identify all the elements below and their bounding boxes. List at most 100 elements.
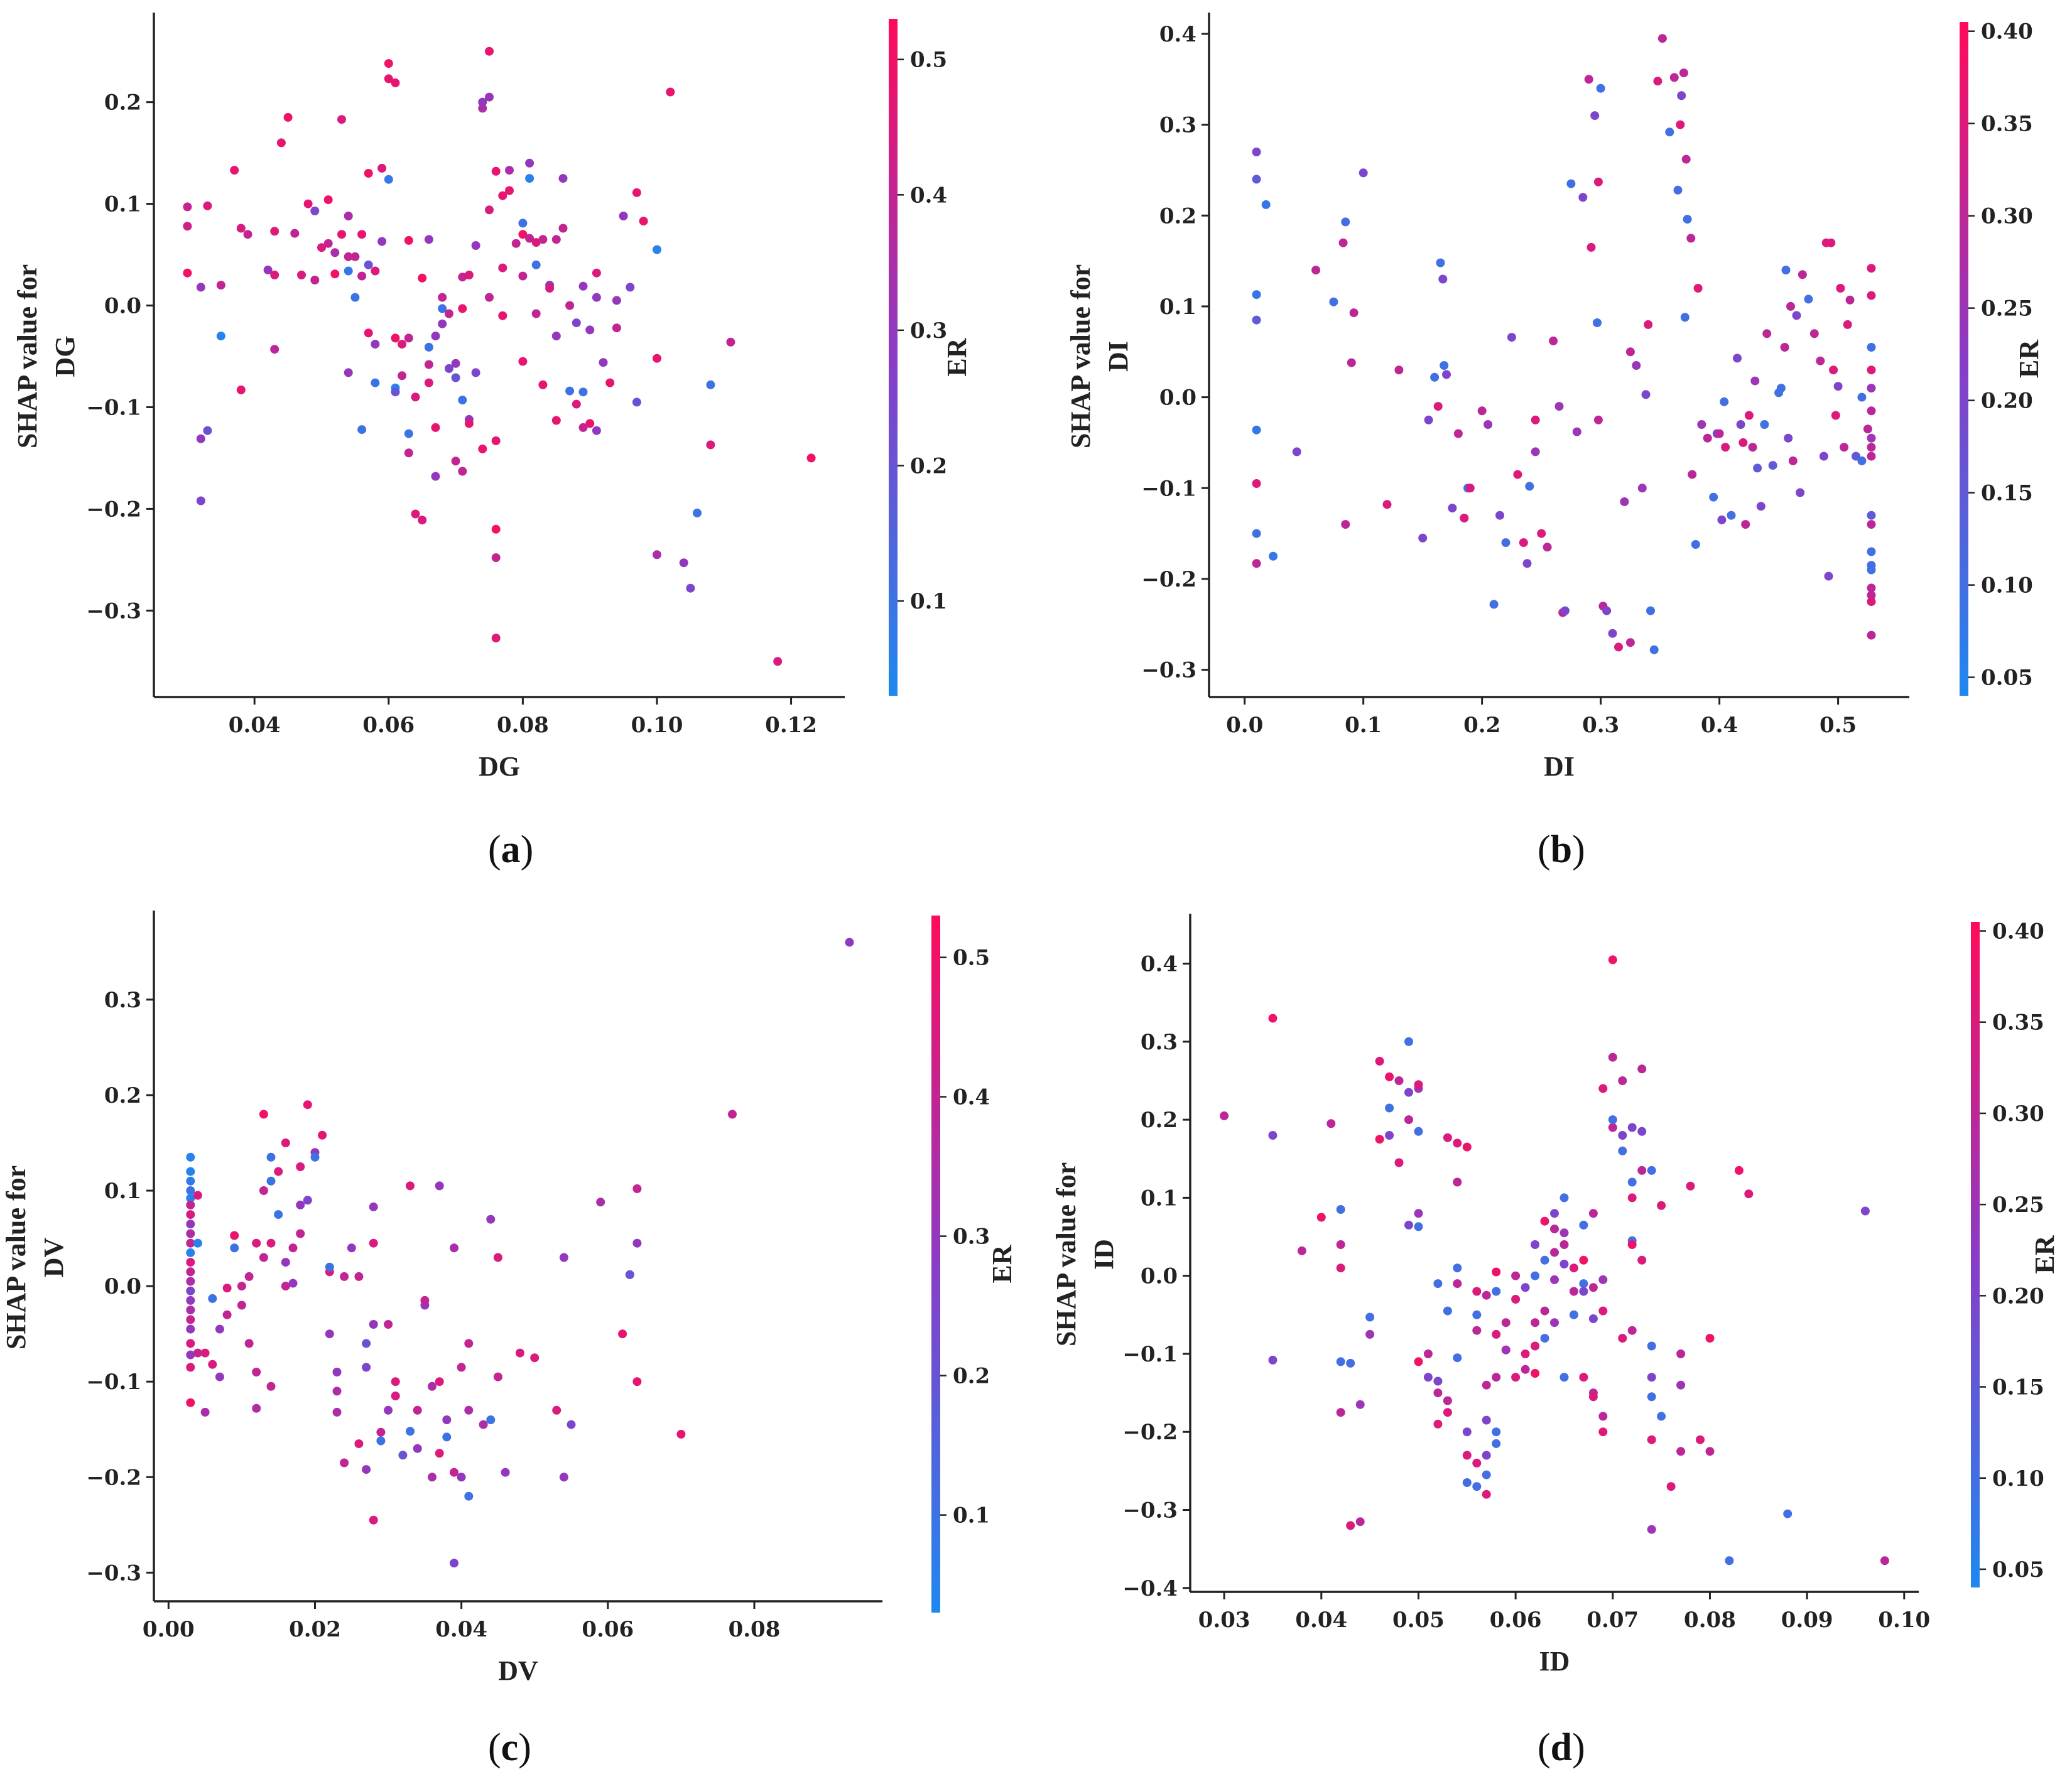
scatter-point: [1816, 356, 1825, 365]
scatter-point: [337, 115, 346, 124]
scatter-point: [270, 345, 279, 354]
scatter-point: [1483, 420, 1493, 429]
scatter-points: [1252, 34, 1876, 654]
x-tick-label: 0.07: [1587, 1608, 1639, 1633]
scatter-point: [1744, 411, 1754, 420]
scatter-point: [1550, 1209, 1559, 1218]
y-tick-label: 0.1: [104, 192, 141, 217]
scatter-point: [1559, 1240, 1569, 1249]
scatter-point: [186, 1258, 195, 1267]
scatter-point: [424, 378, 433, 387]
x-tick-label: 0.0: [1226, 713, 1263, 738]
scatter-point: [1472, 1287, 1482, 1296]
scatter-point: [491, 436, 501, 445]
scatter-point: [585, 419, 595, 428]
scatter-point: [215, 1324, 224, 1334]
scatter-point: [618, 1329, 627, 1339]
scatter-point: [330, 269, 340, 279]
scatter-point: [186, 1167, 195, 1176]
scatter-point: [186, 1295, 195, 1305]
scatter-point: [243, 230, 252, 239]
scatter-point: [1453, 1138, 1462, 1148]
scatter-point: [491, 166, 501, 176]
scatter-point: [458, 467, 467, 476]
scatter-point: [1780, 343, 1789, 352]
scatter-point: [1311, 266, 1321, 275]
scatter-point: [1637, 484, 1647, 493]
scatter-point: [1867, 511, 1876, 520]
scatter-point: [186, 1363, 195, 1372]
scatter-point: [1845, 295, 1855, 305]
scatter-point: [531, 260, 541, 269]
scatter-point: [1725, 1556, 1734, 1565]
scatter-point: [458, 396, 467, 405]
scatter-point: [1443, 1133, 1452, 1142]
scatter-point: [1738, 438, 1748, 447]
y-tick-label: 0.1: [1141, 1186, 1178, 1211]
scatter-point: [332, 1407, 342, 1417]
scatter-point: [186, 1248, 195, 1257]
scatter-point: [1637, 1165, 1647, 1175]
colorbar-tick-label: 0.10: [1981, 573, 2033, 598]
y-tick-label: 0.0: [104, 294, 141, 319]
scatter-point: [438, 293, 447, 302]
scatter-point: [186, 1200, 195, 1209]
scatter-point: [1608, 1052, 1617, 1062]
scatter-point: [288, 1279, 298, 1288]
scatter-point: [1359, 168, 1368, 178]
scatter-point: [1423, 1349, 1433, 1358]
scatter-point: [1365, 1312, 1375, 1322]
scatter-point: [1462, 1427, 1472, 1437]
colorbar-tick-label: 0.40: [1981, 19, 2033, 45]
scatter-point: [676, 1429, 686, 1439]
scatter-point: [1521, 1365, 1530, 1374]
scatter-point: [1736, 420, 1745, 429]
scatter-point: [666, 87, 675, 97]
scatter-point: [559, 1473, 568, 1482]
scatter-point: [323, 195, 333, 205]
scatter-point: [369, 1202, 378, 1211]
scatter-point: [558, 224, 568, 233]
scatter-point: [686, 583, 695, 593]
scatter-point: [1840, 443, 1849, 452]
scatter-point: [1540, 1334, 1549, 1343]
scatter-point: [350, 293, 360, 302]
scatter-point: [491, 524, 501, 534]
scatter-point: [186, 1194, 195, 1203]
scatter-point: [1430, 372, 1440, 382]
scatter-point: [1531, 1369, 1540, 1378]
scatter-point: [1347, 358, 1356, 367]
scatter-point: [354, 1272, 364, 1281]
x-tick-label: 0.06: [1490, 1608, 1542, 1633]
panel-b-di-scatter: 0.0 0.1 0.2 0.3 0.4 0.5−0.3−0.2−0.10.00.10.20…: [1065, 13, 2044, 782]
scatter-point: [340, 1458, 349, 1468]
scatter-point: [632, 1184, 642, 1193]
scatter-point: [384, 59, 393, 68]
scatter-point: [323, 239, 333, 248]
caption-d: (d): [1538, 1726, 1585, 1769]
scatter-point: [411, 392, 420, 402]
scatter-point: [1495, 511, 1504, 520]
scatter-point: [1252, 479, 1261, 488]
scatter-point: [458, 304, 467, 313]
scatter-point: [1673, 185, 1683, 195]
scatter-point: [1492, 1427, 1501, 1437]
x-tick-label: 0.04: [229, 713, 281, 738]
colorbar: 0.1 0.2 0.3 0.4 0.5 ER: [889, 19, 972, 696]
colorbar-tick-label: 0.4: [910, 183, 947, 208]
scatter-point: [208, 1360, 217, 1369]
scatter-point: [626, 283, 635, 292]
y-tick-label: −0.2: [86, 1465, 141, 1490]
scatter-point: [1540, 1306, 1549, 1316]
scatter-point: [1721, 443, 1730, 452]
y-tick-label: −0.2: [1141, 567, 1196, 592]
scatter-point: [369, 1515, 378, 1525]
scatter-point: [1781, 266, 1791, 275]
scatter-point: [1598, 1275, 1608, 1284]
scatter-point: [1867, 547, 1876, 556]
scatter-point: [1786, 301, 1795, 311]
scatter-point: [193, 1348, 202, 1358]
scatter-point: [530, 1353, 540, 1363]
colorbar-tick-label: 0.15: [1981, 481, 2033, 506]
scatter-point: [1627, 1326, 1637, 1335]
